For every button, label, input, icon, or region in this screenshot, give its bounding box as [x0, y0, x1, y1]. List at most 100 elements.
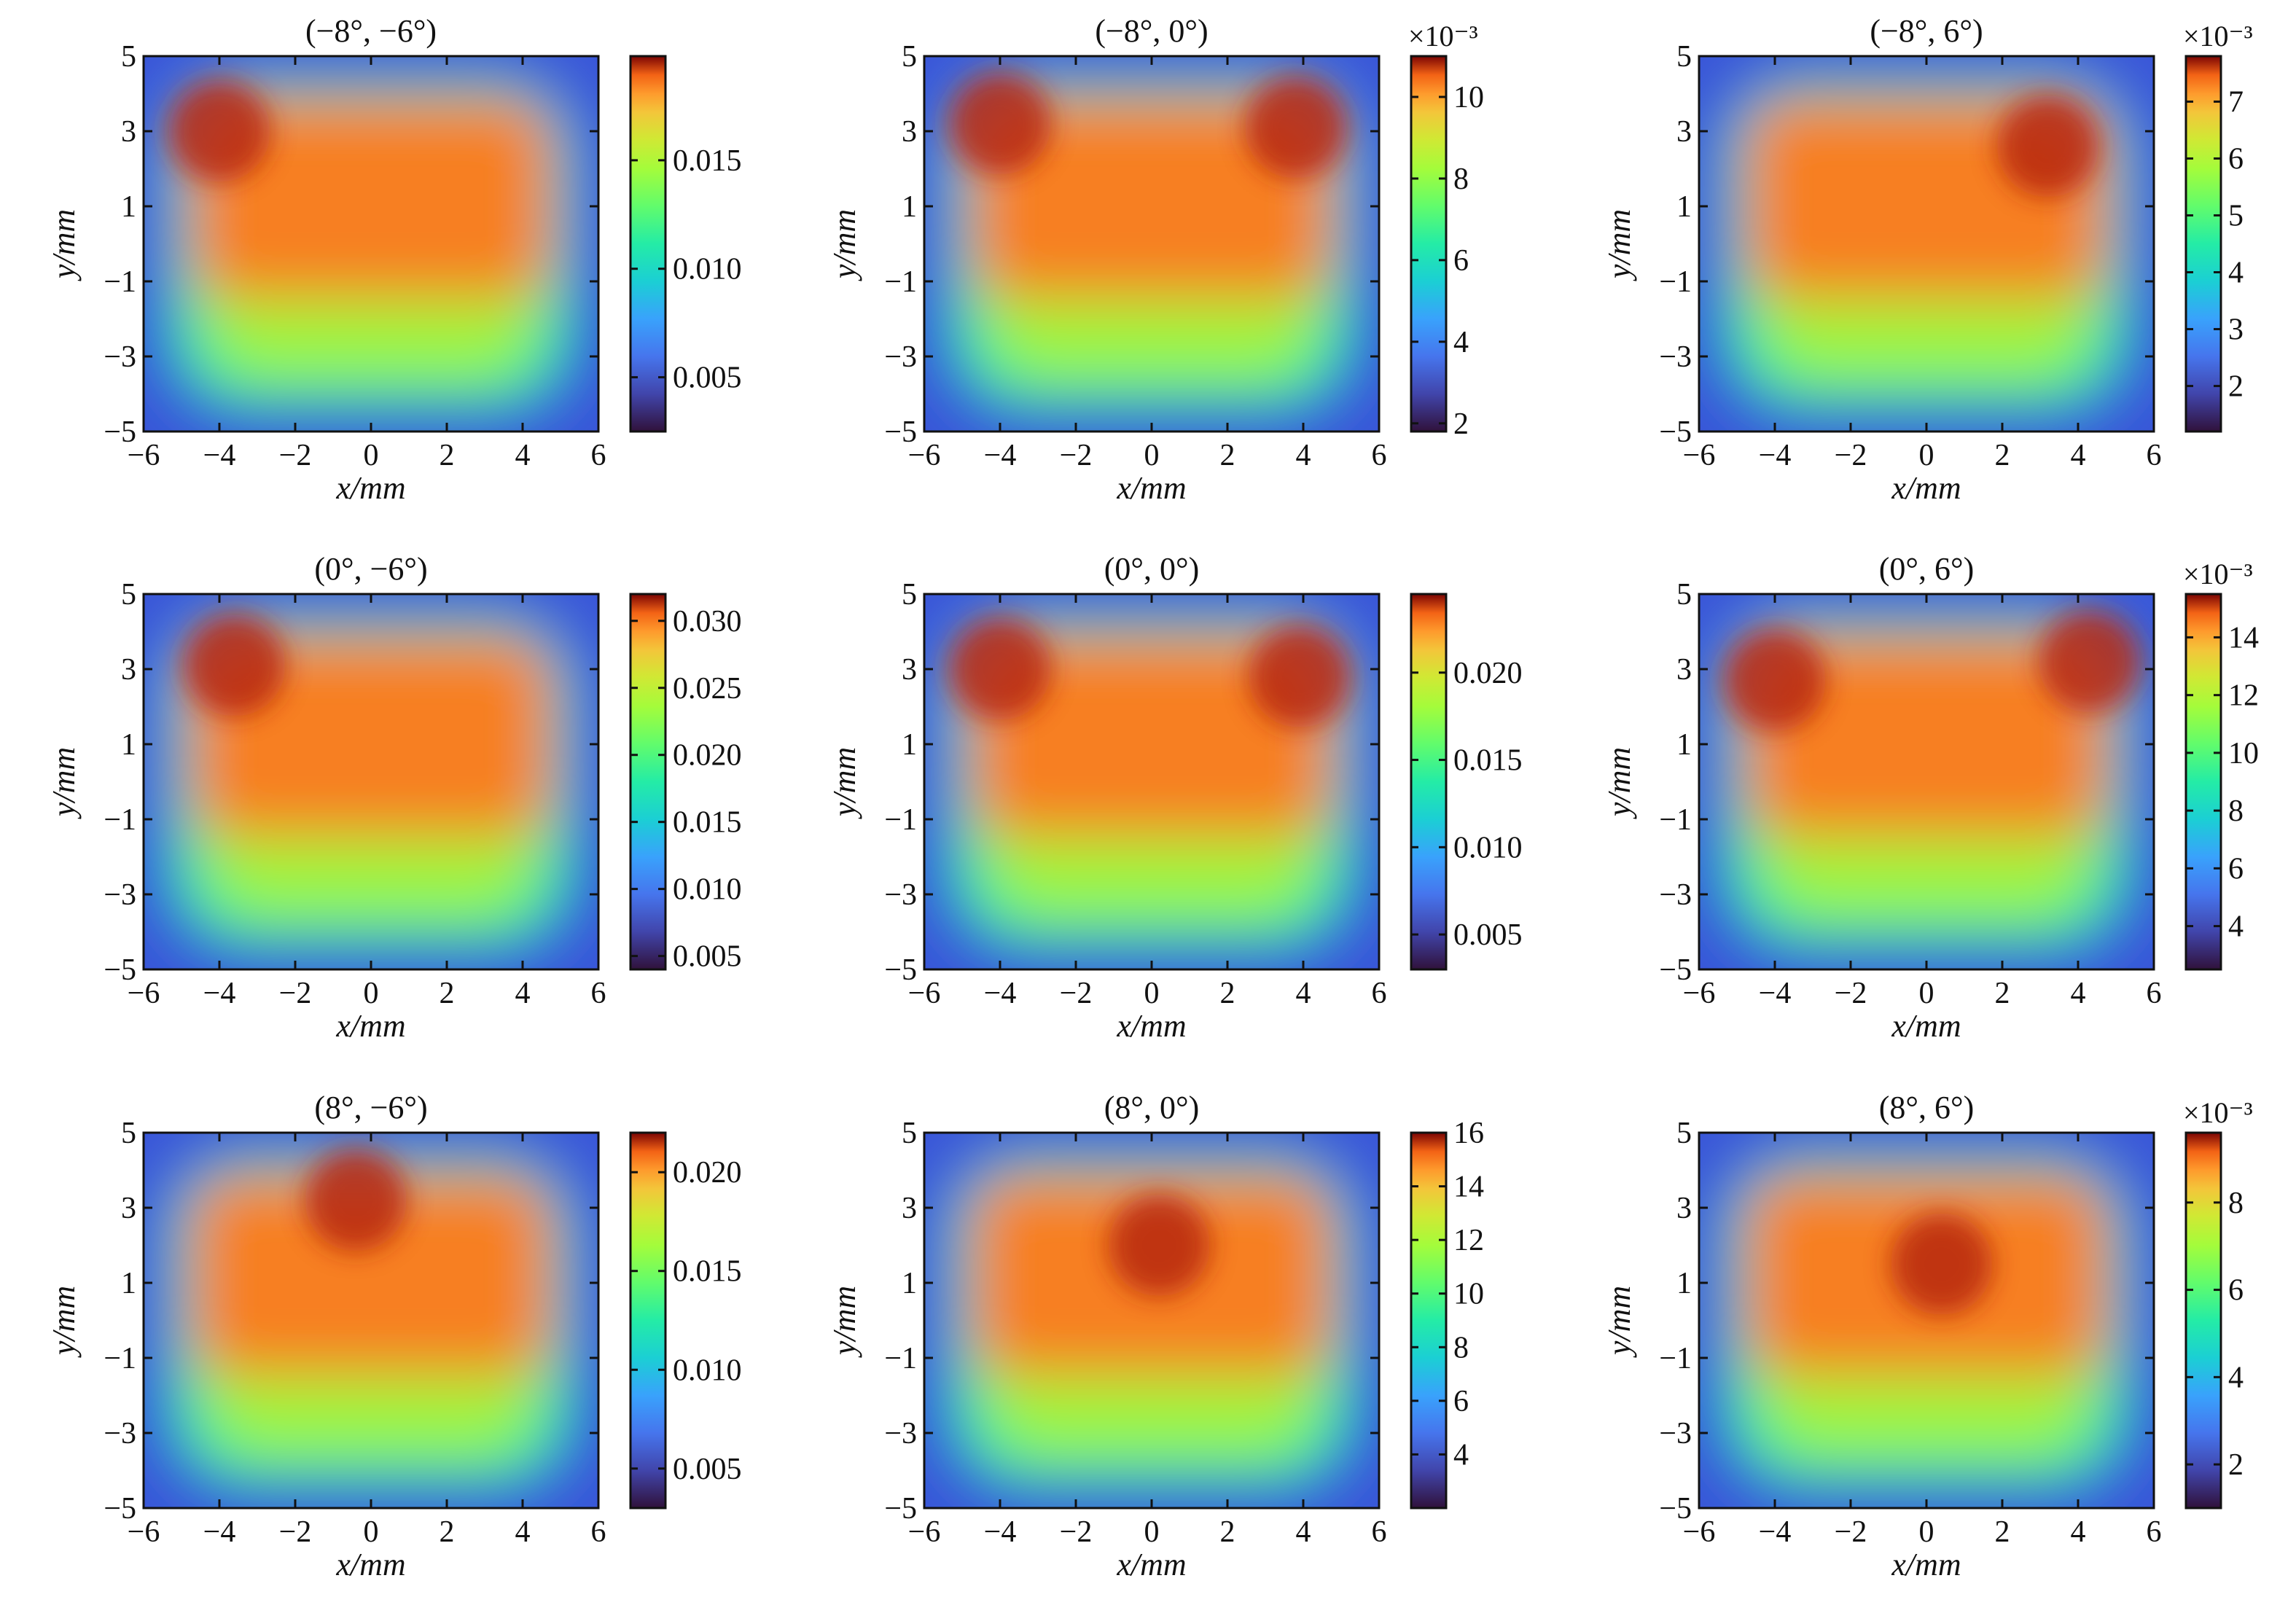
y-tick-label: 3: [121, 653, 136, 687]
x-axis-label: x/mm: [335, 1008, 405, 1044]
y-tick-label: 1: [121, 190, 136, 224]
heatmap-panel-2: (−8°, 0°) −6 −4 −2 0 2 4 6 5 3 1 −1 −3 −5 x/mm y/mm 2 4 6 8…: [827, 13, 1484, 506]
x-tick-label: 4: [1296, 977, 1311, 1010]
colorbar-tick-label: 4: [1453, 326, 1469, 359]
panel-title: (0°, 6°): [1879, 551, 1975, 587]
x-tick-label: −6: [1683, 439, 1716, 472]
y-tick-label: 1: [1676, 728, 1692, 762]
y-axis-label: y/mm: [1601, 209, 1637, 281]
y-tick-label: −3: [1659, 878, 1692, 912]
heatmap-field: [144, 594, 598, 969]
x-tick-label: 4: [2071, 439, 2086, 472]
colorbar-tick-label: 6: [2228, 142, 2244, 176]
colorbar-tick-label: 6: [1453, 1385, 1469, 1418]
y-tick-label: −5: [884, 953, 917, 987]
y-tick-label: −5: [1659, 953, 1692, 987]
x-tick-label: −2: [279, 1515, 312, 1549]
x-tick-label: −2: [1835, 977, 1867, 1010]
x-tick-label: −4: [984, 439, 1017, 472]
colorbar-tick-label: 10: [1453, 1278, 1484, 1311]
heatmap-field: [144, 1133, 598, 1508]
x-tick-label: 2: [1995, 439, 2010, 472]
x-tick-label: −2: [1060, 977, 1093, 1010]
colorbar: 0.005 0.010 0.015 0.020: [629, 1131, 742, 1510]
x-tick-label: 4: [515, 977, 531, 1010]
colorbar: 2 4 6 8 10 ×10⁻³: [1408, 20, 1484, 441]
x-axis-label: x/mm: [1116, 1008, 1186, 1044]
heatmap-field: [1699, 56, 2154, 431]
x-tick-label: 4: [1296, 1515, 1311, 1549]
colorbar-exponent: ×10⁻³: [2183, 20, 2253, 52]
x-tick-label: 2: [1220, 1515, 1235, 1549]
x-tick-label: 6: [1372, 1515, 1387, 1549]
y-tick-label: 5: [121, 1117, 136, 1150]
x-tick-label: 2: [1995, 1515, 2010, 1549]
x-tick-label: 4: [2071, 977, 2086, 1010]
colorbar-tick-label: 10: [1453, 81, 1484, 114]
x-axis-label: x/mm: [1116, 1547, 1186, 1582]
x-tick-label: 2: [440, 439, 455, 472]
colorbar-tick-label: 0.010: [1453, 831, 1523, 864]
x-tick-label: −4: [203, 1515, 236, 1549]
y-tick-label: −5: [1659, 415, 1692, 449]
y-tick-label: −1: [1659, 265, 1692, 299]
heatmap-peak-1: [949, 618, 1051, 720]
x-tick-label: −2: [1835, 439, 1867, 472]
heatmap-panel-9: (8°, 6°) −6 −4 −2 0 2 4 6 5 3 1 −1 −3 −5 x/mm y/mm 2 4 6 8 ×…: [1601, 1090, 2253, 1582]
x-tick-label: 0: [364, 439, 379, 472]
heatmap-panel-5: (0°, 0°) −6 −4 −2 0 2 4 6 5 3 1 −1 −3 −5 x/mm y/mm 0.005…: [827, 551, 1523, 1044]
heatmap-peak-1: [305, 1149, 407, 1251]
colorbar-tick-label: 6: [2228, 852, 2244, 886]
y-tick-label: 1: [902, 1267, 917, 1300]
colorbar-tick-label: 2: [2228, 370, 2244, 404]
heatmap-panel-1: (−8°, −6°) −6 −4 −2 0 2 4 6 5 3 1 −1 −3 −5 x/mm y/mm 0.0…: [46, 13, 742, 506]
y-tick-label: 5: [902, 40, 917, 74]
y-tick-label: −5: [104, 415, 136, 449]
x-tick-label: −6: [908, 439, 941, 472]
x-tick-label: 6: [2147, 439, 2162, 472]
colorbar: 0.005 0.010 0.015 0.020 0.025 0.030: [629, 593, 742, 974]
heatmap-peak-1: [949, 72, 1051, 175]
y-tick-label: −5: [884, 415, 917, 449]
colorbar-tick-label: 0.010: [673, 1354, 742, 1387]
y-axis-label: y/mm: [46, 1286, 82, 1358]
y-tick-label: 1: [121, 1267, 136, 1300]
y-tick-label: 3: [1676, 1192, 1692, 1225]
colorbar-tick-label: 0.015: [673, 806, 742, 840]
x-tick-label: 4: [1296, 439, 1311, 472]
colorbar-tick-label: 12: [2228, 679, 2259, 713]
y-tick-label: 3: [902, 653, 917, 687]
y-tick-label: −5: [1659, 1492, 1692, 1526]
colorbar-tick-label: 2: [2228, 1448, 2244, 1482]
y-tick-label: −5: [104, 1492, 136, 1526]
y-tick-label: 5: [1676, 1117, 1692, 1150]
y-axis-label: y/mm: [46, 209, 82, 281]
x-tick-label: 2: [1220, 439, 1235, 472]
panel-title: (8°, −6°): [314, 1090, 427, 1125]
x-tick-label: −6: [908, 1515, 941, 1549]
x-tick-label: −4: [203, 977, 236, 1010]
colorbar-tick-label: 8: [2228, 794, 2244, 828]
heatmap-peak-2: [1248, 625, 1351, 728]
heatmap-peak-2: [1724, 629, 1826, 732]
y-tick-label: −5: [104, 953, 136, 987]
x-tick-label: −6: [128, 977, 160, 1010]
y-tick-label: −3: [884, 1417, 917, 1450]
heatmap-peak-1: [1890, 1213, 1993, 1316]
x-tick-label: 2: [440, 1515, 455, 1549]
y-tick-label: −1: [1659, 803, 1692, 837]
heatmap-panel-4: (0°, −6°) −6 −4 −2 0 2 4 6 5 3 1 −1 −3 −5 x/mm y/mm 0.00…: [46, 551, 742, 1044]
x-tick-label: −2: [1835, 1515, 1867, 1549]
x-tick-label: −6: [1683, 977, 1716, 1010]
x-axis-label: x/mm: [1116, 470, 1186, 506]
y-axis-label: y/mm: [1601, 1286, 1637, 1358]
x-tick-label: 4: [515, 1515, 531, 1549]
x-tick-label: −4: [984, 977, 1017, 1010]
x-tick-label: 6: [591, 977, 606, 1010]
x-tick-label: 6: [2147, 977, 2162, 1010]
y-tick-label: −1: [104, 1342, 136, 1375]
x-tick-label: 0: [364, 977, 379, 1010]
x-axis-label: x/mm: [335, 1547, 405, 1582]
heatmap-panel-8: (8°, 0°) −6 −4 −2 0 2 4 6 5 3 1 −1 −3 −5 x/mm y/mm 4 6 8 10…: [827, 1090, 1484, 1582]
